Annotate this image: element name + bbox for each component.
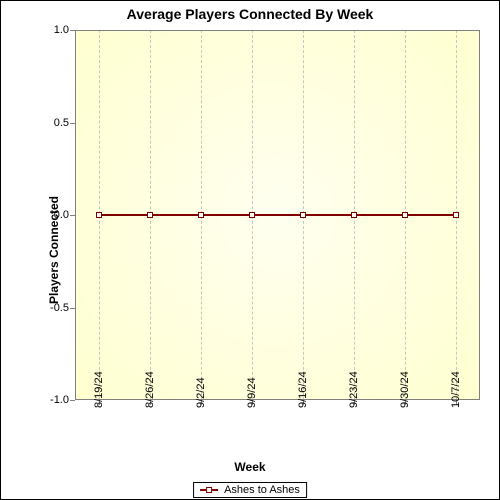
series-line — [252, 214, 303, 216]
series-line — [354, 214, 405, 216]
series-line — [99, 214, 150, 216]
data-marker — [402, 212, 408, 218]
x-tick-label: 9/16/24 — [297, 371, 309, 408]
x-tick-label: 9/23/24 — [348, 371, 360, 408]
series-line — [201, 214, 252, 216]
data-marker — [96, 212, 102, 218]
series-line — [405, 214, 456, 216]
y-tick-mark — [70, 308, 75, 309]
legend-swatch — [200, 489, 218, 491]
x-tick-label: 9/30/24 — [399, 371, 411, 408]
y-tick-label: 1.0 — [41, 24, 69, 36]
x-tick-label: 10/7/24 — [450, 371, 462, 408]
chart-container: Average Players Connected By Week Player… — [0, 0, 500, 500]
series-line — [150, 214, 201, 216]
plot-area — [75, 30, 480, 400]
chart-title: Average Players Connected By Week — [0, 6, 500, 22]
data-marker — [453, 212, 459, 218]
x-axis-label: Week — [0, 460, 500, 474]
legend: Ashes to Ashes — [193, 482, 307, 498]
y-tick-label: -0.5 — [41, 302, 69, 314]
data-marker — [351, 212, 357, 218]
y-tick-mark — [70, 400, 75, 401]
x-tick-label: 8/26/24 — [144, 371, 156, 408]
x-tick-label: 8/19/24 — [93, 371, 105, 408]
y-tick-label: -1.0 — [41, 394, 69, 406]
data-marker — [198, 212, 204, 218]
y-tick-mark — [70, 123, 75, 124]
series-line — [303, 214, 354, 216]
y-tick-mark — [70, 215, 75, 216]
x-tick-label: 9/9/24 — [246, 377, 258, 408]
legend-label: Ashes to Ashes — [224, 484, 300, 496]
y-tick-mark — [70, 30, 75, 31]
data-marker — [249, 212, 255, 218]
data-marker — [300, 212, 306, 218]
x-tick-label: 9/2/24 — [195, 377, 207, 408]
data-marker — [147, 212, 153, 218]
y-tick-label: 0.5 — [41, 117, 69, 129]
y-tick-label: 0.0 — [41, 209, 69, 221]
